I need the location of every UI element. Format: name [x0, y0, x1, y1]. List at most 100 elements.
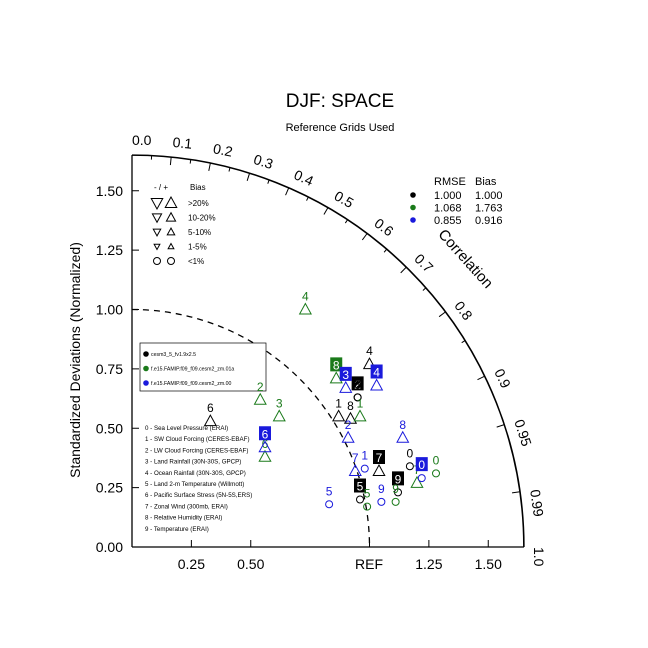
stats-color-dot: [410, 192, 416, 198]
corr-tick-label: 0.2: [212, 140, 234, 160]
triangle-up-marker: [164, 195, 178, 208]
case-color-dot: [143, 380, 149, 386]
data-point: 3: [353, 377, 362, 402]
variable-label: 6 - Pacific Surface Stress (5N-5S,ERS): [145, 492, 252, 499]
case-color-dot: [143, 351, 149, 357]
data-point: 6: [258, 437, 272, 462]
rmse-header: RMSE: [434, 176, 466, 188]
data-point: 7: [348, 451, 362, 476]
triangle-up-marker: [258, 449, 272, 462]
bias-legend: - / + Bias >20% 10-20% 5-10% 1-5% <1%: [150, 183, 216, 266]
data-point: 9: [391, 482, 400, 506]
triangle-down-marker: [152, 228, 162, 237]
point-label: 8: [399, 418, 406, 432]
point-label-box: [415, 457, 428, 472]
x-axis-ticks: 0.25 0.50 1.25 1.50: [178, 540, 502, 572]
point-label: 5: [326, 484, 333, 498]
y-axis-ticks: 0.00 0.25 0.50 0.75 1.00 1.25 1.50: [96, 183, 139, 555]
point-label-box: [370, 364, 383, 379]
variable-label: 5 - Land 2-m Temperature (Willmott): [145, 481, 244, 488]
corr-tick-mark: [438, 311, 446, 318]
point-label: 8: [333, 358, 340, 372]
variable-label: 3 - Land Rainfall (30N-30S, GPCP): [145, 459, 241, 466]
triangle-up-marker: [298, 302, 312, 315]
data-point: 1: [332, 396, 346, 422]
bias-row-label: <1%: [188, 257, 204, 266]
corr-minor-tick: [306, 196, 309, 201]
x-tick-label: 1.25: [415, 556, 442, 572]
corr-minor-tick: [344, 219, 348, 224]
stats-bias: 1.000: [475, 190, 503, 202]
variable-label: 4 - Ocean Rainfall (30N-30S, GPCP): [145, 470, 246, 477]
point-label-box: [339, 366, 352, 381]
data-point: 0: [432, 453, 440, 478]
triangle-down-marker: [151, 213, 163, 224]
stats-bias: 0.916: [475, 215, 503, 227]
data-point: 5: [325, 484, 334, 509]
case-legend-box: [139, 342, 267, 392]
data-points: 012345678901234567890123456789: [203, 290, 440, 511]
data-point: 3: [339, 366, 353, 393]
point-label: 3: [276, 396, 283, 410]
corr-tick-label: 0.8: [451, 298, 476, 323]
point-label: 2: [257, 380, 264, 394]
data-point: 8: [396, 418, 410, 443]
x-tick-label: 0.25: [178, 556, 205, 572]
corr-minor-tick: [228, 167, 231, 172]
point-label: 6: [262, 427, 269, 441]
data-point: 1: [360, 449, 369, 473]
variable-legend: 0 - Sea Level Pressure (ERAI) 1 - SW Clou…: [145, 425, 252, 533]
triangle-up-marker: [362, 357, 377, 370]
triangle-up-marker: [332, 409, 346, 422]
point-label: 4: [373, 366, 380, 380]
point-label-box: [392, 471, 404, 486]
corr-tick-mark: [361, 233, 368, 241]
plot-frame: [131, 154, 525, 548]
data-point: 1: [353, 396, 367, 422]
circle-marker: [153, 257, 161, 265]
corr-minor-tick: [461, 340, 466, 344]
y-tick-label: 0.00: [96, 539, 123, 555]
data-point: 4: [362, 344, 377, 370]
correlation-label: Correlation: [434, 226, 496, 292]
variable-label: 0 - Sea Level Pressure (ERAI): [145, 425, 228, 432]
y-tick-label: 0.25: [96, 480, 123, 496]
chart-subtitle: Reference Grids Used: [286, 122, 395, 134]
corr-minor-tick: [383, 248, 388, 253]
corr-tick-label: 0.95: [511, 417, 535, 448]
circle-marker: [167, 257, 175, 265]
bias-row-label: 10-20%: [188, 214, 216, 223]
outer-arc: [131, 154, 525, 548]
point-label: 7: [352, 451, 359, 465]
chart-title: DJF: SPACE: [286, 91, 394, 112]
triangle-up-marker: [396, 430, 410, 443]
triangle-up-marker: [343, 411, 358, 424]
data-point: 7: [372, 450, 386, 476]
variable-label: 2 - LW Cloud Forcing (CERES-EBAF): [145, 447, 248, 454]
triangle-up-marker: [167, 242, 175, 250]
corr-tick-label: 0.99: [527, 488, 547, 517]
data-point: 6: [203, 401, 217, 427]
point-label: 1: [361, 449, 368, 463]
point-label: 5: [364, 487, 371, 501]
bias-row-label: 1-5%: [188, 243, 207, 252]
point-label: 3: [354, 377, 361, 391]
case-color-dot: [143, 365, 149, 372]
x-tick-label: 1.50: [475, 556, 502, 572]
point-label-box: [354, 478, 366, 493]
corr-tick-label: 0.3: [252, 151, 276, 172]
point-label: 0: [433, 453, 440, 467]
point-label-box: [330, 357, 343, 372]
circle-marker: [417, 474, 426, 483]
data-point: 4: [298, 290, 312, 315]
data-point: 0: [405, 446, 414, 471]
point-label: 0: [418, 458, 425, 472]
corr-tick-label: 0.7: [411, 251, 436, 276]
triangle-down-marker: [153, 243, 161, 251]
triangle-up-marker: [203, 414, 217, 427]
point-label: 4: [366, 344, 373, 358]
bias-row-label: >20%: [188, 199, 209, 208]
corr-tick-label: 0.0: [132, 132, 152, 148]
